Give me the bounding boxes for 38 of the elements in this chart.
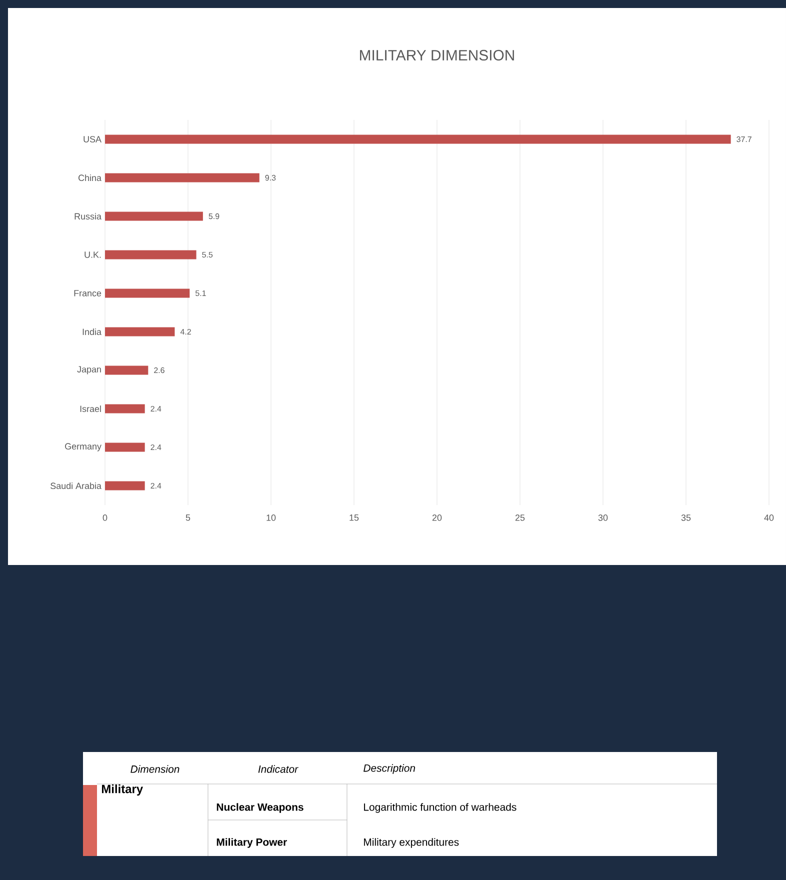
text: Military bbox=[102, 784, 143, 796]
x-tick-label: 35 bbox=[681, 514, 691, 521]
x-tick-label: 25 bbox=[515, 514, 525, 521]
text: Dimension bbox=[130, 765, 180, 773]
text: Indicator bbox=[258, 765, 298, 773]
bar bbox=[105, 327, 175, 336]
x-tick-label: 40 bbox=[764, 514, 774, 521]
bar bbox=[105, 288, 190, 298]
x-tick-label: 15 bbox=[350, 514, 359, 521]
y-tick-label: Saudi Arabia bbox=[50, 482, 102, 490]
bar bbox=[105, 173, 260, 182]
bar bbox=[105, 134, 731, 144]
y-tick-label: Israel bbox=[80, 405, 101, 412]
text: Logarithmic function of warheads bbox=[364, 803, 516, 813]
y-tick-label: Russia bbox=[74, 212, 102, 220]
bar bbox=[105, 250, 196, 260]
y-tick-label: India bbox=[82, 328, 102, 336]
bar bbox=[105, 481, 145, 490]
bar bbox=[105, 442, 145, 452]
x-tick-label: 10 bbox=[266, 514, 276, 521]
text: Description bbox=[364, 764, 416, 774]
x-tick-label: 0 bbox=[102, 514, 108, 521]
y-tick-label: China bbox=[78, 174, 102, 182]
y-tick-label: France bbox=[74, 290, 102, 296]
y-tick-label: U.K. bbox=[84, 252, 101, 258]
y-tick-label: Germany bbox=[65, 443, 102, 452]
y-tick-label: Japan bbox=[77, 366, 101, 374]
y-tick-label: USA bbox=[84, 136, 102, 142]
x-tick-label: 5 bbox=[186, 514, 190, 521]
bar bbox=[105, 212, 203, 221]
x-tick-label: 30 bbox=[598, 514, 608, 521]
chart-title: MILITARY DIMENSION bbox=[360, 50, 514, 60]
text: Nuclear Weapons bbox=[216, 803, 304, 813]
bar bbox=[105, 404, 145, 414]
text: Military Power bbox=[216, 838, 287, 848]
x-tick-label: 20 bbox=[432, 514, 442, 521]
text: Military expenditures bbox=[364, 838, 459, 848]
bar bbox=[105, 366, 148, 375]
